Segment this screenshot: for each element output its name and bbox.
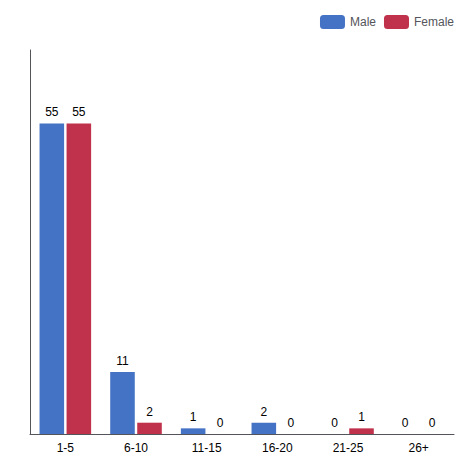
svg-text:0: 0 <box>217 416 224 430</box>
svg-text:55: 55 <box>45 105 59 119</box>
svg-text:55: 55 <box>72 105 86 119</box>
svg-text:1-5: 1-5 <box>57 441 75 455</box>
svg-text:11: 11 <box>116 354 129 368</box>
svg-text:16-20: 16-20 <box>262 441 293 455</box>
svg-text:0: 0 <box>429 416 436 430</box>
svg-text:1: 1 <box>358 410 365 424</box>
svg-text:21-25: 21-25 <box>333 441 364 455</box>
svg-text:6-10: 6-10 <box>124 441 148 455</box>
svg-text:0: 0 <box>288 416 295 430</box>
svg-text:Male: Male <box>350 15 376 29</box>
svg-text:0: 0 <box>402 416 409 430</box>
svg-text:Female: Female <box>414 15 454 29</box>
svg-text:26+: 26+ <box>408 441 428 455</box>
svg-text:0: 0 <box>331 416 338 430</box>
svg-text:1: 1 <box>190 410 197 424</box>
svg-text:11-15: 11-15 <box>192 441 222 455</box>
svg-text:2: 2 <box>146 405 153 419</box>
svg-text:2: 2 <box>260 405 267 419</box>
